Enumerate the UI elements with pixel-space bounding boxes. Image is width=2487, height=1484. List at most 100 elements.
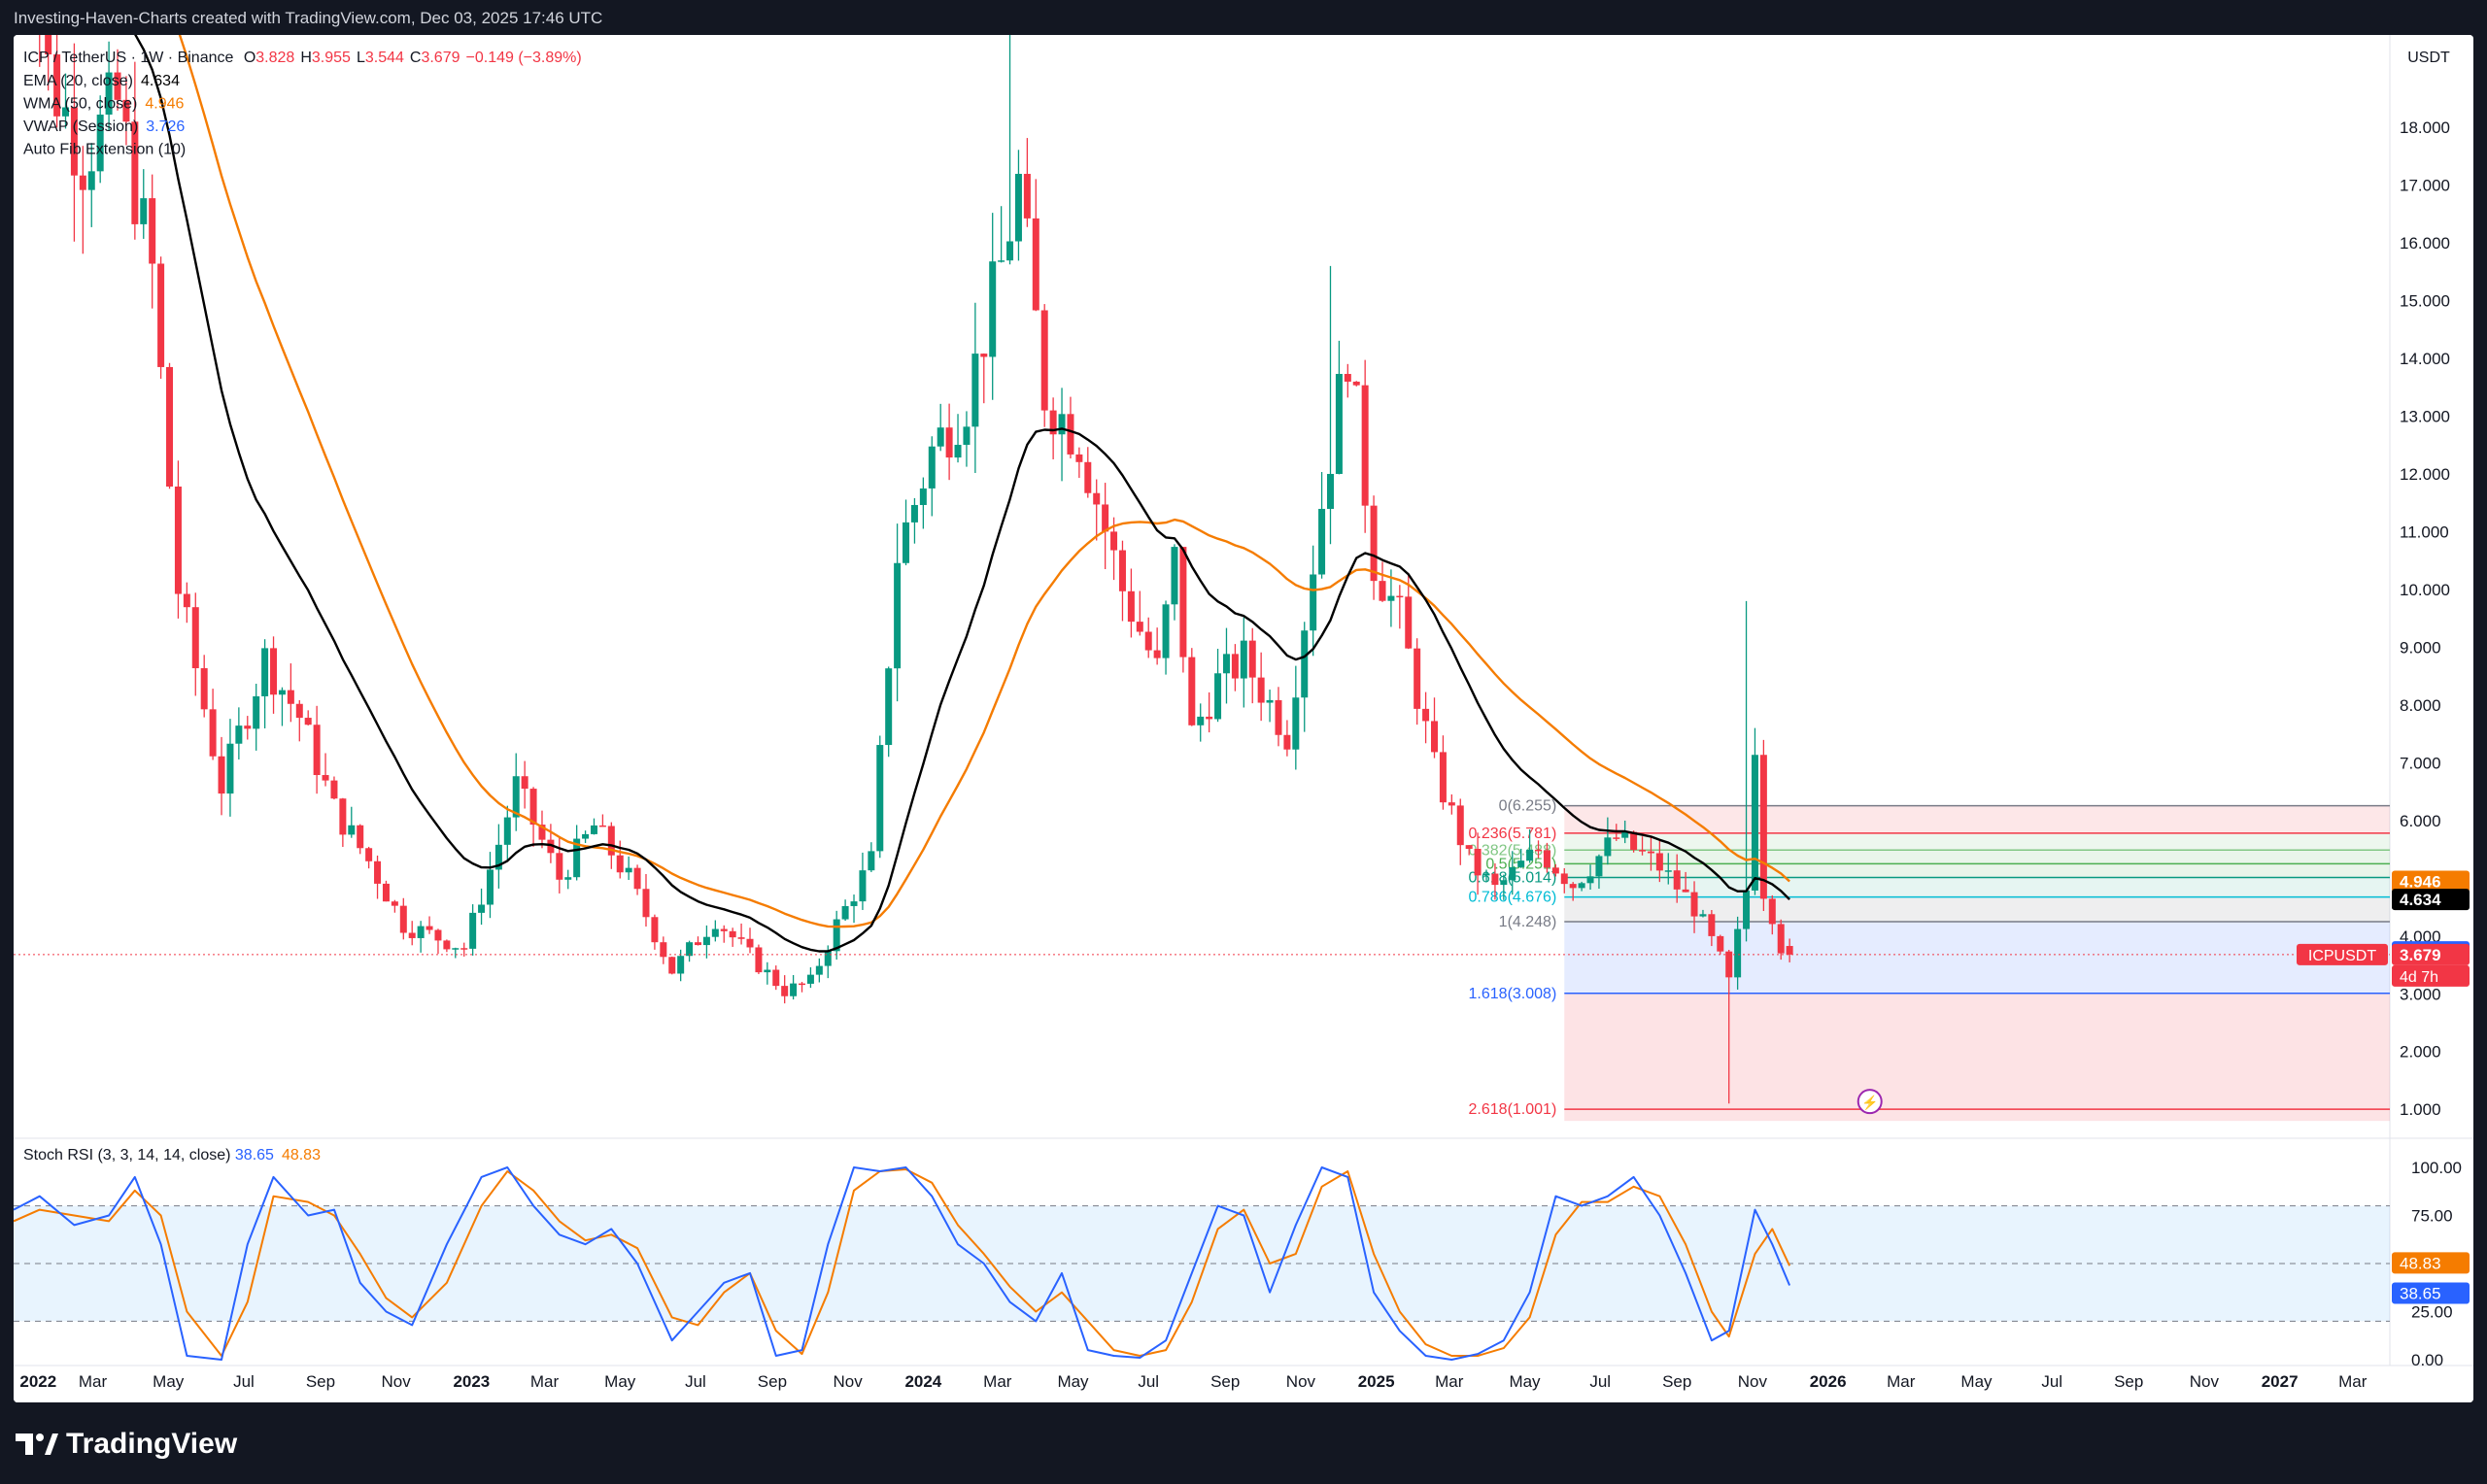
candle-body xyxy=(1023,174,1031,219)
candle-body xyxy=(521,776,528,790)
candle-body xyxy=(668,957,676,974)
candle-body xyxy=(1526,849,1534,861)
candle-body xyxy=(859,870,867,902)
candle-body xyxy=(1361,385,1369,506)
last-price-label[interactable]: ICPUSDT 4d 7h xyxy=(2297,943,2470,987)
legend-symbol: ICP / TetherUS · 1W · Binance xyxy=(23,50,238,66)
candle-body xyxy=(625,867,632,873)
fib-zone-618-786 xyxy=(1564,877,2390,897)
candle-body xyxy=(70,107,78,176)
stoch-tick-label: 25.00 xyxy=(2411,1303,2453,1322)
candle-body xyxy=(642,889,650,918)
fib-level-label: 1.618(3.008) xyxy=(1469,986,1557,1002)
price-tick-label: 17.000 xyxy=(2400,177,2450,195)
chart-svg[interactable]: 0(6.255)0.236(5.781)0.382(5.488)0.5(5.25… xyxy=(14,35,2473,1402)
legend-indicator-name: WMA (50, close) xyxy=(23,96,137,113)
candle-body xyxy=(1231,654,1239,679)
candle-body xyxy=(1326,473,1334,509)
fib-zone-1618-2618 xyxy=(1564,993,2390,1122)
candle-body xyxy=(711,928,719,937)
time-tick-label: Jul xyxy=(1589,1372,1611,1391)
candle-body xyxy=(885,668,893,746)
wma50-line xyxy=(178,35,1790,928)
candle-body xyxy=(677,956,685,974)
candle-body xyxy=(1491,873,1499,886)
candle-body xyxy=(1188,657,1196,725)
candle-body xyxy=(1335,374,1343,474)
time-tick-label: Mar xyxy=(983,1372,1012,1391)
legend-symbol-line: ICP / TetherUS · 1W · Binance O3.828 H3.9… xyxy=(23,50,582,66)
time-tick-label: Nov xyxy=(834,1372,864,1391)
candle-body xyxy=(79,175,86,190)
candle-body xyxy=(841,905,849,920)
alert-marker[interactable]: ⚡ xyxy=(1857,1089,1883,1115)
legend-ohlc-value: 3.544 xyxy=(365,50,404,66)
candle-body xyxy=(1118,550,1126,591)
legend-indicator-line: Auto Fib Extension (10) xyxy=(23,142,186,158)
chart-background xyxy=(14,35,2473,1402)
candle-body xyxy=(226,743,234,794)
candle-body xyxy=(1206,716,1213,720)
fib-level-label: 2.618(1.001) xyxy=(1469,1101,1557,1118)
candle-body xyxy=(374,860,382,884)
candle-body xyxy=(781,986,789,996)
time-tick-label: Nov xyxy=(382,1372,412,1391)
candle-body xyxy=(1171,547,1178,605)
fib-level-label: 0(6.255) xyxy=(1499,798,1557,815)
candle-body xyxy=(261,648,269,696)
time-tick-label: May xyxy=(604,1372,636,1391)
price-tick-label: 4.000 xyxy=(2400,928,2441,946)
time-tick-label: Mar xyxy=(79,1372,108,1391)
time-tick-label: 2024 xyxy=(904,1372,941,1391)
candle-body xyxy=(1482,873,1490,876)
stoch-tick-label: 100.00 xyxy=(2411,1159,2462,1177)
candle-body xyxy=(1664,870,1672,872)
time-tick-label: Sep xyxy=(2114,1372,2143,1391)
candle-body xyxy=(408,932,416,938)
candle-body xyxy=(616,855,624,873)
symbol-badge-text: ICPUSDT xyxy=(2308,948,2376,964)
candle-body xyxy=(1560,873,1568,885)
time-tick-label: Mar xyxy=(530,1372,560,1391)
candle-body xyxy=(1621,831,1629,838)
candle-body xyxy=(702,936,710,946)
candle-body xyxy=(755,947,763,973)
fib-zone-786-1 xyxy=(1564,896,2390,923)
candle-body xyxy=(391,901,398,906)
candle-body xyxy=(486,869,494,905)
tradingview-logo[interactable]: TradingView xyxy=(16,1428,237,1461)
chart-panel[interactable]: 0(6.255)0.236(5.781)0.382(5.488)0.5(5.25… xyxy=(14,35,2473,1402)
candle-body xyxy=(737,937,745,939)
time-tick-label: 2026 xyxy=(1810,1372,1847,1391)
candle-body xyxy=(746,938,754,948)
legend-indicator-value: 3.726 xyxy=(146,118,185,135)
stoch-title: Stoch RSI (3, 3, 14, 14, close) xyxy=(23,1147,235,1164)
candle-body xyxy=(980,354,988,357)
legend-ohlc-key: H xyxy=(300,50,312,66)
legend-ohlc-value: 3.955 xyxy=(312,50,351,66)
candle-body xyxy=(218,756,225,794)
countdown-bg xyxy=(2392,964,2470,987)
candle-body xyxy=(1734,928,1742,978)
candle-body xyxy=(96,114,104,172)
candle-body xyxy=(114,72,121,100)
candle-body xyxy=(1595,856,1603,877)
price-tick-label: 9.000 xyxy=(2400,638,2441,657)
candle-body xyxy=(1569,884,1577,889)
candle-body xyxy=(1214,673,1222,720)
price-tick-label: 10.000 xyxy=(2400,581,2450,599)
time-tick-label: 2022 xyxy=(19,1372,56,1391)
stoch-legend: Stoch RSI (3, 3, 14, 14, close) 38.65 48.… xyxy=(23,1147,321,1164)
brand-name: TradingView xyxy=(66,1428,238,1460)
candle-body xyxy=(651,917,659,943)
stoch-d-badge-text: 48.83 xyxy=(2400,1254,2441,1272)
time-tick-label: May xyxy=(1960,1372,1993,1391)
candle-body xyxy=(1144,631,1152,651)
candle-body xyxy=(512,776,520,818)
time-tick-label: Mar xyxy=(1887,1372,1916,1391)
time-tick-label: May xyxy=(153,1372,185,1391)
candle-body xyxy=(1768,898,1776,925)
candle-body xyxy=(494,844,502,870)
candle-body xyxy=(1075,454,1083,462)
candle-body xyxy=(503,817,511,845)
